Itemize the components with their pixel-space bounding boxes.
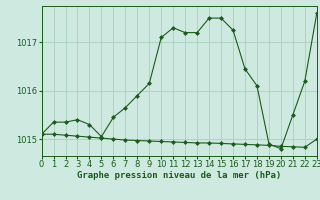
X-axis label: Graphe pression niveau de la mer (hPa): Graphe pression niveau de la mer (hPa) (77, 171, 281, 180)
